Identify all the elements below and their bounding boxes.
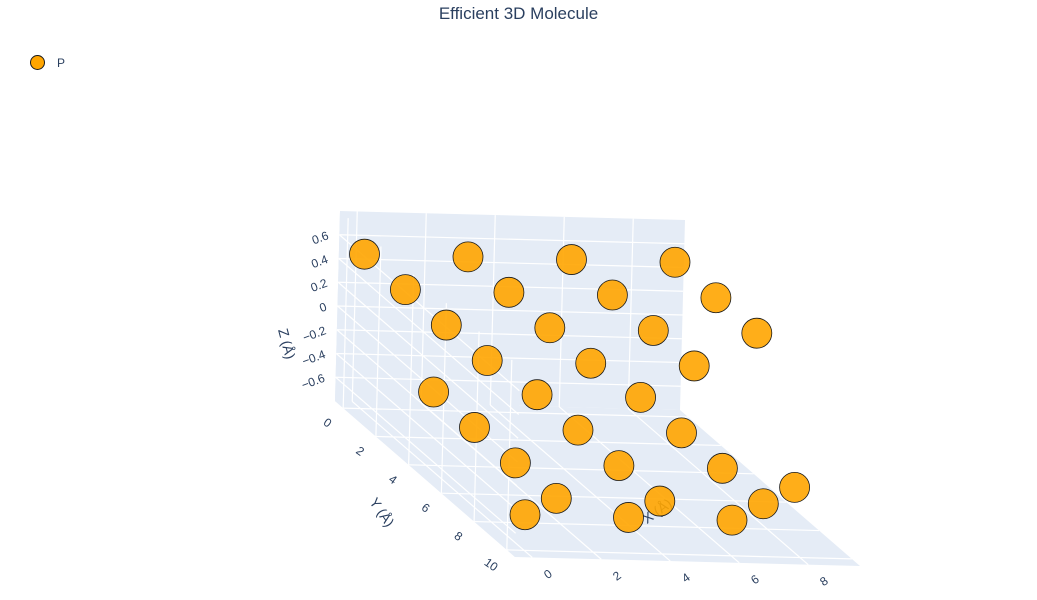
gridline-z xyxy=(337,281,519,439)
atom-marker xyxy=(779,471,810,503)
z-axis-title: Z (Å) xyxy=(275,327,299,361)
atom-marker xyxy=(471,345,503,376)
z-tick-label: −0.6 xyxy=(300,371,327,392)
gridline-x xyxy=(489,404,671,562)
z-tick-label: −0.4 xyxy=(300,347,327,368)
z-tick-label: 0.2 xyxy=(309,276,330,295)
atom-marker xyxy=(349,238,380,270)
legend-marker-p[interactable] xyxy=(30,55,45,70)
atom-marker xyxy=(540,482,572,514)
atom-marker xyxy=(716,504,748,536)
y-tick-label: 10 xyxy=(482,555,501,574)
gridline-y xyxy=(506,549,852,560)
x-tick-label: 8 xyxy=(817,574,831,589)
atom-marker xyxy=(659,246,691,278)
atom-marker xyxy=(603,450,635,482)
atom-marker xyxy=(418,376,449,408)
atom-marker xyxy=(637,315,669,346)
x-tick-label: 6 xyxy=(748,572,762,587)
atom-marker xyxy=(625,381,656,413)
y-tick-label: 6 xyxy=(419,500,433,515)
markers xyxy=(349,238,810,536)
x-tick-label: 2 xyxy=(610,568,624,583)
gridline-x xyxy=(627,408,809,566)
atom-marker xyxy=(741,317,773,349)
gridline-z xyxy=(338,258,520,415)
atom-marker xyxy=(499,447,531,479)
y-tick-label: 8 xyxy=(452,529,466,544)
gridline-z xyxy=(335,353,517,510)
x-tick-label: 0 xyxy=(541,566,555,581)
y-tick-label: 4 xyxy=(386,472,400,487)
x-tick-label: 4 xyxy=(679,570,693,585)
gridline-z xyxy=(336,329,518,487)
y-tick-label: 2 xyxy=(353,444,367,459)
atom-marker xyxy=(521,379,553,411)
atom-marker xyxy=(706,452,738,484)
atom-marker xyxy=(509,499,541,531)
y-tick-label: 0 xyxy=(321,415,335,430)
atom-marker xyxy=(452,241,484,273)
atom-marker xyxy=(562,414,594,446)
atom-marker xyxy=(390,274,421,306)
atom-marker xyxy=(493,276,525,308)
atom-marker xyxy=(666,417,697,449)
z-tick-label: 0.4 xyxy=(309,252,330,271)
gridline-z xyxy=(338,257,684,269)
y-axis-title: Y (Å) xyxy=(366,495,397,530)
atom-marker xyxy=(678,350,710,382)
atom-marker xyxy=(556,244,587,275)
z-tick-label: 0 xyxy=(317,300,328,316)
atom-marker xyxy=(575,347,607,379)
atom-marker xyxy=(700,282,732,314)
atom-marker xyxy=(747,488,779,520)
gridline-z xyxy=(339,234,685,245)
atom-marker xyxy=(597,279,628,311)
atom-marker xyxy=(644,485,676,517)
atom-marker xyxy=(459,412,490,443)
z-tick-label: −0.2 xyxy=(301,323,328,344)
legend[interactable]: P xyxy=(30,55,65,70)
atom-marker xyxy=(534,312,566,344)
z-tick-label: 0.6 xyxy=(310,228,331,247)
chart-title: Efficient 3D Molecule xyxy=(438,4,599,23)
plot-panes xyxy=(335,211,860,566)
atom-marker xyxy=(430,309,462,341)
atom-marker xyxy=(613,502,644,533)
legend-label-p: P xyxy=(57,55,66,70)
gridline-z xyxy=(335,376,517,534)
